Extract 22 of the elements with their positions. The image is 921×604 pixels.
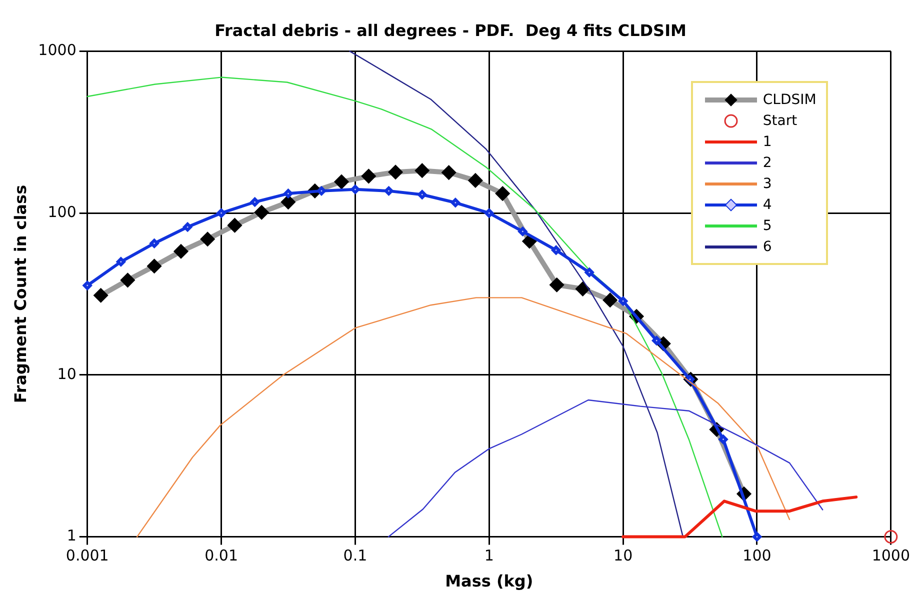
legend-label: 3 <box>762 176 772 192</box>
y-tick-label: 10 <box>57 364 76 383</box>
x-tick-label: 10 <box>614 546 633 565</box>
legend-label: 1 <box>762 134 772 150</box>
x-tick-label: 1000 <box>872 546 910 565</box>
x-axis-title: Mass (kg) <box>445 572 534 591</box>
chart-title: Fractal debris - all degrees - PDF. Deg 4 fits CLDSIM <box>214 20 686 40</box>
legend-label: 5 <box>762 218 772 234</box>
y-axis-title: Fragment Count in class <box>10 184 30 404</box>
x-tick-label: 0.001 <box>66 546 109 565</box>
x-tick-label: 1 <box>484 546 494 565</box>
x-tick-label: 0.01 <box>204 546 238 565</box>
y-tick-label: 1000 <box>38 41 76 60</box>
legend-label: 2 <box>762 154 772 171</box>
legend-label: CLDSIM <box>762 92 816 108</box>
legend-label: 4 <box>762 196 772 213</box>
x-tick-label: 0.1 <box>343 546 368 565</box>
y-tick-label: 1 <box>66 526 76 545</box>
x-tick-label: 100 <box>742 546 772 565</box>
legend-label: 6 <box>762 238 772 255</box>
legend-label: Start <box>762 112 798 129</box>
y-tick-label: 100 <box>48 202 76 221</box>
